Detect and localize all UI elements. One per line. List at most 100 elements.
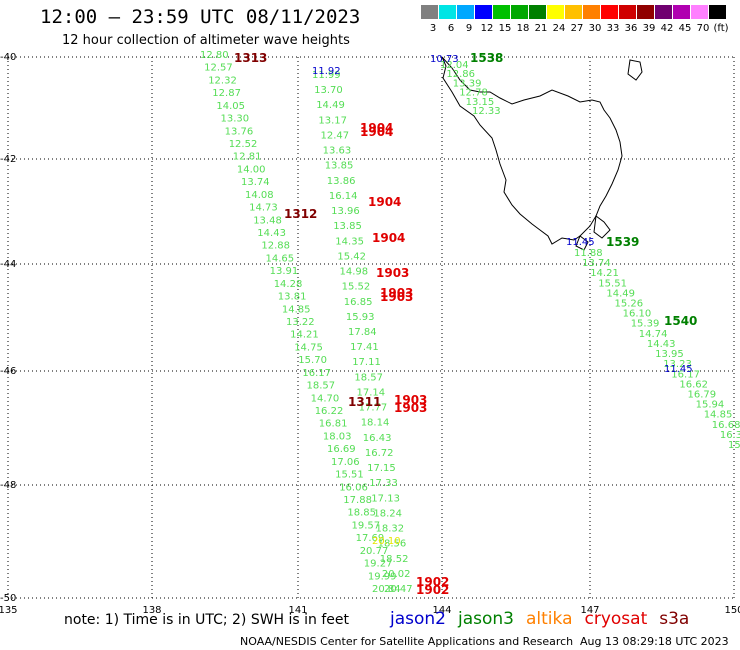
pass-label: 1903 [376,266,409,280]
lat-tick-label: -40 [0,52,16,63]
swh-reading: 13.81 [278,292,307,303]
swh-reading: 13.86 [327,176,356,187]
pass-label: 1904 [360,125,393,139]
swh-reading: 18.03 [323,431,352,442]
swh-reading: 17.88 [343,495,372,506]
swh-reading: 13.30 [221,114,250,125]
swh-reading: 13.95 [655,349,684,360]
pass-label: 1903 [394,401,427,415]
swh-reading: 16.81 [319,419,348,430]
map-subtitle: 12 hour collection of altimeter wave hei… [62,33,350,48]
scale-label: 36 [624,23,638,34]
swh-reading: 14.98 [340,267,369,278]
footer-timestamp: Aug 13 08:29:18 UTC 2023 [580,635,729,648]
swh-reading: 17.15 [367,463,396,474]
scale-swatch [511,5,528,19]
swh-reading: 17.69 [356,533,385,544]
swh-reading: 20.77 [360,546,389,557]
swh-reading: 13.70 [314,85,343,96]
pass-label: 1538 [470,51,503,65]
scale-label: (ft) [713,23,729,34]
swh-reading: 16.85 [344,297,373,308]
lon-tick-label: 147 [580,605,599,616]
swh-reading: 14.65 [266,253,295,264]
swh-reading: 12.52 [229,139,258,150]
scale-label: 42 [660,23,674,34]
swh-reading: 17.41 [350,342,379,353]
swh-reading: 15.26 [615,299,644,310]
swh-reading: 12.80 [200,50,229,61]
pass-label: 1904 [368,195,401,209]
scale-swatch [637,5,654,19]
swh-reading: 12.87 [212,88,241,99]
swh-reading: 14.85 [282,304,311,315]
satellite-legend: jason2 jason3 altika cryosat s3a [390,609,701,629]
pass-label: 1311 [348,395,381,409]
swh-reading: 13.39 [453,78,482,89]
swh-reading: 15 [728,440,740,451]
tasmania-coastline [441,56,643,251]
swh-reading: 16.43 [363,433,392,444]
flinders-island [627,59,643,81]
pass-labels: 1313 10.73 153811.921904190419041904131211… [234,51,697,597]
swh-reading: 13.15 [466,97,495,108]
lat-tick-label: -50 [0,593,16,604]
pass-label: 11.45 [566,237,595,248]
swh-reading: 16.17 [302,368,331,379]
swh-reading: 16.10 [623,309,652,320]
swh-reading: 14.08 [245,190,274,201]
scale-swatch [421,5,438,19]
swh-reading: 14.21 [290,330,319,341]
swh-reading: 14.74 [639,329,668,340]
swh-reading: 14.70 [311,393,340,404]
pass-label: 1903 [394,393,427,407]
scale-label: 21 [534,23,548,34]
swh-reading: 15.42 [337,251,366,262]
swh-reading: 13.91 [270,266,299,277]
swh-reading: 18.56 [378,539,407,550]
swh-reading: 16.72 [365,448,394,459]
swh-reading: 13.74 [241,177,270,188]
scale-label: 70 [696,23,710,34]
scale-swatch [565,5,582,19]
scale-swatch [709,5,726,19]
swh-reading: 14.00 [237,164,266,175]
scale-label: 3 [429,23,437,34]
swh-reading: 18.32 [376,524,405,535]
swh-reading: 17.84 [348,327,377,338]
scale-label: 30 [588,23,602,34]
swh-reading: 17.11 [352,357,381,368]
note-text: note: 1) Time is in UTC; 2) SWH is in fe… [64,612,350,628]
swh-reading: 12.88 [261,241,290,252]
legend-cryosat: cryosat [584,609,648,629]
scale-swatch [493,5,510,19]
swh-reading: 14.73 [249,203,278,214]
pass-label: 1313 [234,51,267,65]
scale-label: 15 [498,23,512,34]
swh-reading: 16.22 [315,406,344,417]
tasmania-outline [441,56,623,245]
scale-label: 27 [570,23,584,34]
map-title: 12:00 – 23:59 UTC 08/11/2023 [40,6,361,28]
swh-reading: 12.81 [233,152,262,163]
swh-reading: 14.05 [216,101,245,112]
swh-reading: 14.21 [590,268,619,279]
lat-tick-label: -42 [0,154,16,165]
swh-reading: 13.85 [325,161,354,172]
swh-reading: 16.17 [671,369,700,380]
scale-label: 45 [678,23,692,34]
lon-tick-label: 138 [142,605,161,616]
swh-reading: 17.33 [369,478,398,489]
swh-reading: 17.14 [357,388,386,399]
scale-label: 18 [516,23,530,34]
swh-reading: 16.06 [339,482,368,493]
swh-reading: 12.32 [208,75,237,86]
lat-tick-label: -46 [0,366,16,377]
scale-swatch [691,5,708,19]
scale-swatch [457,5,474,19]
swh-reading: 13.23 [663,359,692,370]
scale-label: 33 [606,23,620,34]
lat-tick-label: -48 [0,480,16,491]
